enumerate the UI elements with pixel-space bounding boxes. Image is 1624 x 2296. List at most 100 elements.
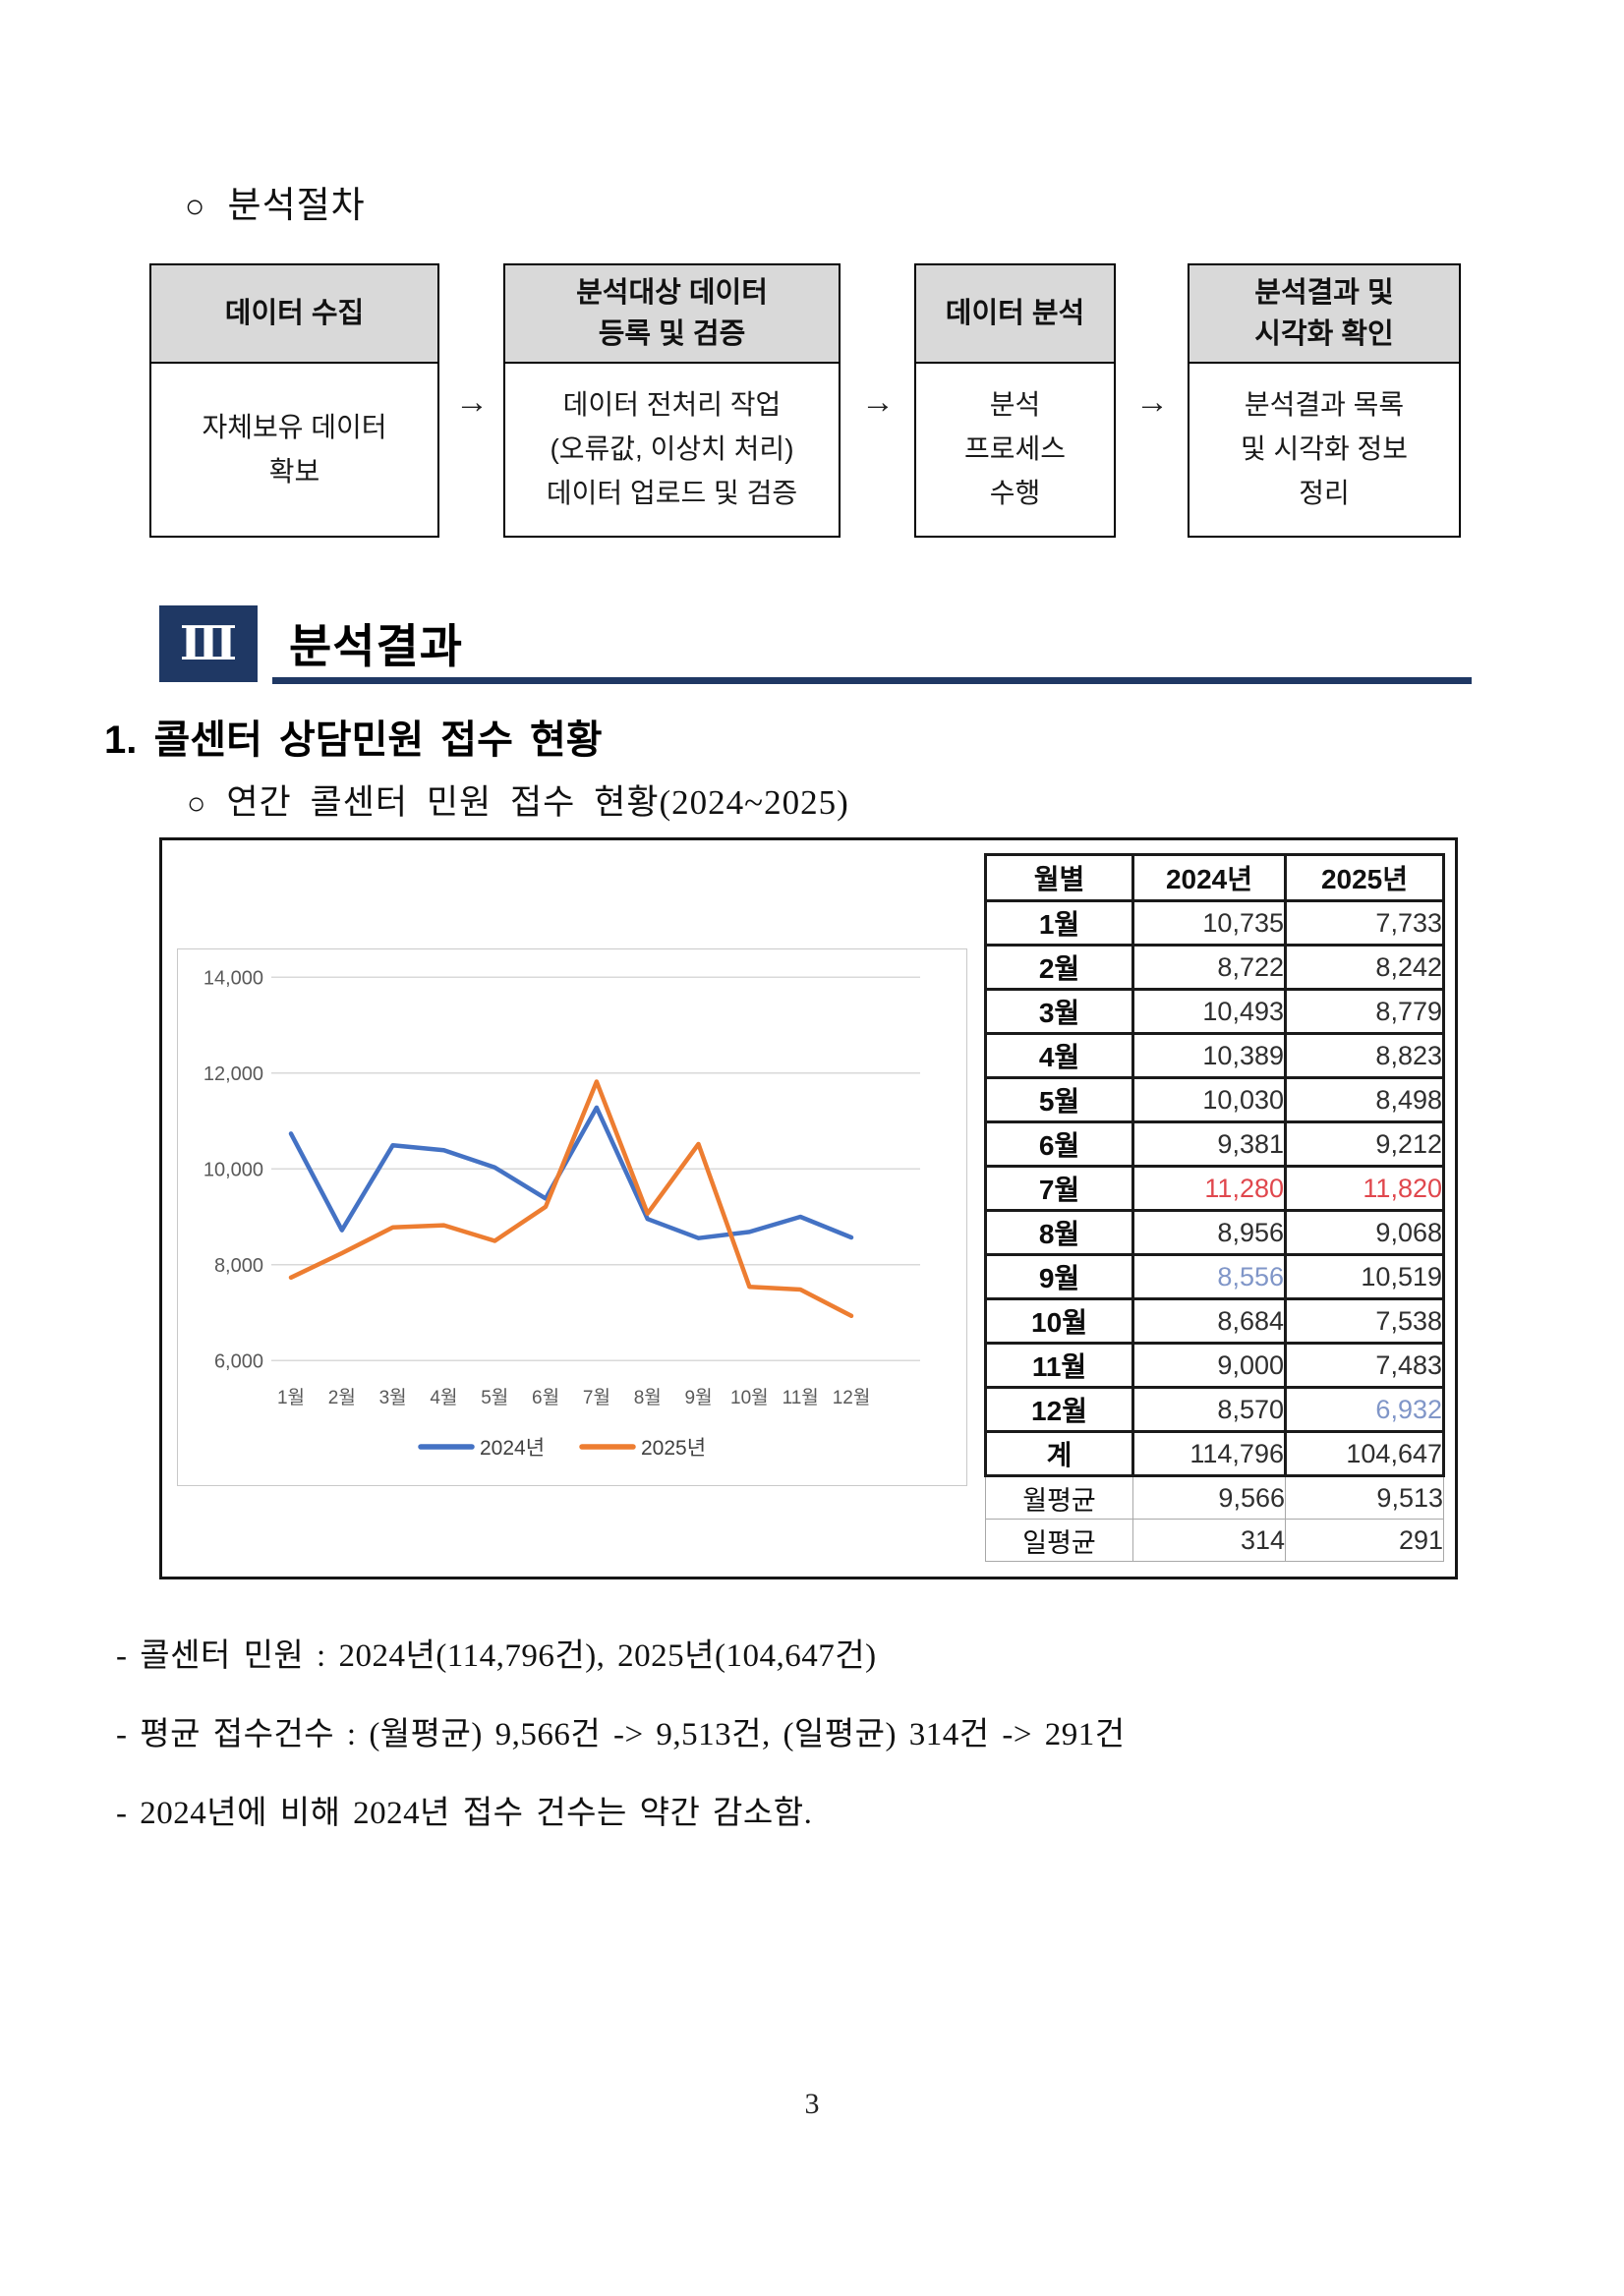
subsection-item: ○ 연간 콜센터 민원 접수 현황(2024~2025) (187, 775, 849, 825)
table-value-cell: 314 (1132, 1519, 1286, 1562)
table-row: 11월 9,000 7,483 (984, 1342, 1445, 1389)
x-tick-label: 8월 (634, 1387, 662, 1408)
table-month-cell: 12월 (984, 1386, 1134, 1433)
table-header-cell: 월별 (984, 853, 1134, 902)
table-value-cell: 9,000 (1131, 1342, 1287, 1389)
series-line-2025년 (288, 1079, 854, 1319)
table-value-cell: 8,684 (1131, 1297, 1287, 1345)
section-title: 분석결과 (289, 620, 463, 672)
x-tick-label: 5월 (481, 1387, 508, 1408)
table-value-cell: 10,389 (1131, 1032, 1287, 1079)
table-value-cell: 9,068 (1284, 1209, 1445, 1256)
table-row: 5월 10,030 8,498 (984, 1076, 1445, 1123)
flow-step-header: 분석대상 데이터 등록 및 검증 (503, 263, 841, 364)
table-value-cell: 8,823 (1284, 1032, 1445, 1079)
subsection-heading: 1. 콜센터 상담민원 접수 현황 (104, 718, 603, 762)
x-tick-label: 10월 (730, 1387, 769, 1408)
table-header-cell: 2025년 (1284, 853, 1445, 902)
page-number: 3 (804, 2088, 820, 2120)
table-row: 7월 11,280 11,820 (984, 1165, 1445, 1212)
table-row: 계 114,796 104,647 (984, 1430, 1445, 1477)
flow-step-result-visualization: 분석결과 및 시각화 확인 분석결과 목록 및 시각화 정보 정리 (1188, 263, 1461, 538)
table-month-cell: 9월 (984, 1253, 1134, 1300)
legend-label: 2024년 (480, 1437, 545, 1460)
note-line: - 평균 접수건수 : (월평균) 9,566건 -> 9,513건, (일평균… (116, 1717, 1126, 1752)
flow-step-data-analysis: 데이터 분석 분석 프로세스 수행 (914, 263, 1116, 538)
section-underline (272, 677, 1472, 684)
table-header-cell: 2024년 (1131, 853, 1287, 902)
procedure-heading-text: 분석절차 (227, 186, 366, 226)
table-value-cell: 114,796 (1131, 1430, 1287, 1477)
table-value-cell: 291 (1285, 1519, 1444, 1562)
arrow-right-icon: → (861, 383, 895, 421)
table-row: 1월 10,735 7,733 (984, 899, 1445, 947)
table-value-cell: 8,498 (1284, 1076, 1445, 1123)
table-value-cell: 10,519 (1284, 1253, 1445, 1300)
flow-step-data-registration: 분석대상 데이터 등록 및 검증 데이터 전처리 작업 (오류값, 이상치 처리… (503, 263, 841, 538)
table-value-cell: 9,381 (1131, 1120, 1287, 1168)
table-month-cell: 3월 (984, 988, 1134, 1035)
flow-step-body: 분석 프로세스 수행 (914, 364, 1116, 538)
table-value-cell: 10,493 (1131, 988, 1287, 1035)
table-value-cell: 6,932 (1284, 1386, 1445, 1433)
x-tick-label: 1월 (277, 1387, 305, 1408)
monthly-complaints-table: 월별 2024년 2025년 1월 10,735 7,733 2월 8,722 8,242 3월 1… (984, 853, 1445, 1562)
table-month-cell: 월평균 (985, 1475, 1133, 1520)
flow-step-header: 분석결과 및 시각화 확인 (1188, 263, 1461, 364)
table-month-cell: 7월 (984, 1165, 1134, 1212)
figure-box: 6,000 8,000 10,000 12,000 14,000 1월 2월 3월 4월 5월 6월… (159, 837, 1458, 1579)
table-row: 10월 8,684 7,538 (984, 1297, 1445, 1345)
table-value-cell: 11,820 (1284, 1165, 1445, 1212)
table-month-cell: 일평균 (985, 1519, 1133, 1562)
table-row: 6월 9,381 9,212 (984, 1120, 1445, 1168)
table-month-cell: 계 (984, 1430, 1134, 1477)
table-row: 9월 8,556 10,519 (984, 1253, 1445, 1300)
flow-step-header: 데이터 분석 (914, 263, 1116, 364)
table-value-cell: 8,570 (1131, 1386, 1287, 1433)
table-value-cell: 8,779 (1284, 988, 1445, 1035)
table-row: 12월 8,570 6,932 (984, 1386, 1445, 1433)
table-row: 일평균 314 291 (985, 1519, 1444, 1562)
table-header-row: 월별 2024년 2025년 (984, 853, 1445, 902)
table-month-cell: 11월 (984, 1342, 1134, 1389)
circle-bullet-icon: ○ (187, 785, 207, 821)
table-value-cell: 104,647 (1284, 1430, 1445, 1477)
section-numeral: Ⅲ (179, 618, 238, 670)
table-month-cell: 5월 (984, 1076, 1134, 1123)
flow-step-body: 분석결과 목록 및 시각화 정보 정리 (1188, 364, 1461, 538)
table-value-cell: 7,733 (1284, 899, 1445, 947)
analysis-flowchart: 데이터 수집 자체보유 데이터 확보 → 분석대상 데이터 등록 및 검증 데이… (149, 263, 1461, 539)
subsection-item-text: 연간 콜센터 민원 접수 현황(2024~2025) (226, 783, 849, 822)
table-value-cell: 8,556 (1131, 1253, 1287, 1300)
flow-step-data-collection: 데이터 수집 자체보유 데이터 확보 (149, 263, 439, 538)
summary-notes: - 콜센터 민원 : 2024년(114,796건), 2025년(104,64… (116, 1617, 1126, 1853)
table-row: 3월 10,493 8,779 (984, 988, 1445, 1035)
section-numeral-badge: Ⅲ (159, 605, 258, 682)
table-value-cell: 7,483 (1284, 1342, 1445, 1389)
x-tick-label: 11월 (783, 1387, 819, 1408)
x-tick-label: 4월 (430, 1387, 457, 1408)
table-value-cell: 10,030 (1131, 1076, 1287, 1123)
table-month-cell: 2월 (984, 944, 1134, 991)
x-tick-label: 9월 (685, 1387, 713, 1408)
series-line-2024년 (288, 1105, 854, 1240)
table-month-cell: 4월 (984, 1032, 1134, 1079)
y-tick-label: 6,000 (214, 1350, 263, 1372)
x-tick-label: 7월 (583, 1387, 610, 1408)
table-value-cell: 7,538 (1284, 1297, 1445, 1345)
flow-step-body: 데이터 전처리 작업 (오류값, 이상치 처리) 데이터 업로드 및 검증 (503, 364, 841, 538)
note-line: - 콜센터 민원 : 2024년(114,796건), 2025년(104,64… (116, 1638, 877, 1674)
flow-step-body: 자체보유 데이터 확보 (149, 364, 439, 538)
table-month-cell: 8월 (984, 1209, 1134, 1256)
table-value-cell: 8,956 (1131, 1209, 1287, 1256)
procedure-heading: ○ 분석절차 (185, 175, 366, 228)
table-value-cell: 9,513 (1285, 1475, 1444, 1520)
y-tick-label: 8,000 (214, 1255, 263, 1277)
x-tick-label: 6월 (532, 1387, 559, 1408)
table-row: 8월 8,956 9,068 (984, 1209, 1445, 1256)
table-value-cell: 11,280 (1131, 1165, 1287, 1212)
arrow-right-icon: → (1135, 383, 1169, 421)
table-value-cell: 8,722 (1131, 944, 1287, 991)
y-tick-label: 12,000 (203, 1063, 263, 1085)
